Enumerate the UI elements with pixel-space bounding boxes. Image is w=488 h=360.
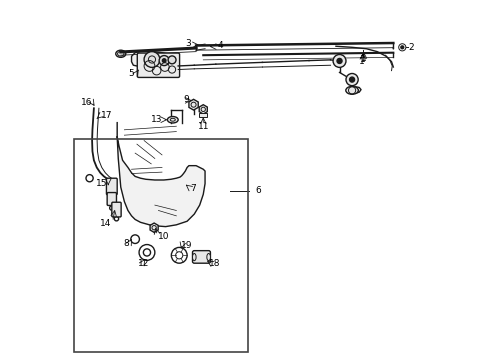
Circle shape: [168, 56, 176, 64]
Polygon shape: [117, 123, 204, 226]
Text: 18: 18: [208, 259, 220, 268]
Circle shape: [332, 54, 346, 67]
Text: 15: 15: [96, 179, 107, 188]
Polygon shape: [131, 51, 174, 67]
FancyBboxPatch shape: [199, 113, 207, 117]
Text: 2: 2: [408, 43, 413, 52]
Text: 8: 8: [123, 239, 129, 248]
FancyBboxPatch shape: [192, 251, 210, 263]
Text: 17: 17: [101, 111, 112, 120]
Circle shape: [144, 51, 160, 67]
Ellipse shape: [192, 253, 196, 261]
Text: 16: 16: [81, 98, 92, 107]
Text: 10: 10: [158, 232, 169, 241]
Circle shape: [162, 59, 165, 62]
FancyBboxPatch shape: [112, 202, 121, 217]
Ellipse shape: [206, 253, 210, 261]
Circle shape: [346, 73, 357, 86]
Text: 1: 1: [360, 54, 366, 63]
Text: 9: 9: [183, 95, 188, 104]
Text: 5: 5: [128, 69, 134, 78]
Text: 1: 1: [359, 55, 365, 64]
Text: 19: 19: [180, 241, 192, 250]
FancyBboxPatch shape: [137, 53, 179, 77]
Text: 13: 13: [150, 115, 162, 124]
FancyBboxPatch shape: [106, 178, 117, 195]
Ellipse shape: [116, 50, 125, 57]
Circle shape: [336, 58, 341, 63]
Circle shape: [349, 77, 354, 82]
Text: 11: 11: [197, 122, 208, 131]
Ellipse shape: [345, 86, 358, 94]
Text: 7: 7: [190, 184, 195, 193]
Text: 4: 4: [218, 41, 223, 50]
Ellipse shape: [167, 117, 178, 123]
Text: 14: 14: [100, 219, 112, 228]
Text: 1: 1: [359, 57, 364, 66]
Text: 3: 3: [185, 39, 191, 48]
Circle shape: [400, 46, 403, 49]
Text: 12: 12: [138, 259, 149, 268]
FancyBboxPatch shape: [107, 193, 116, 206]
Circle shape: [159, 55, 169, 66]
Text: 6: 6: [255, 186, 261, 195]
